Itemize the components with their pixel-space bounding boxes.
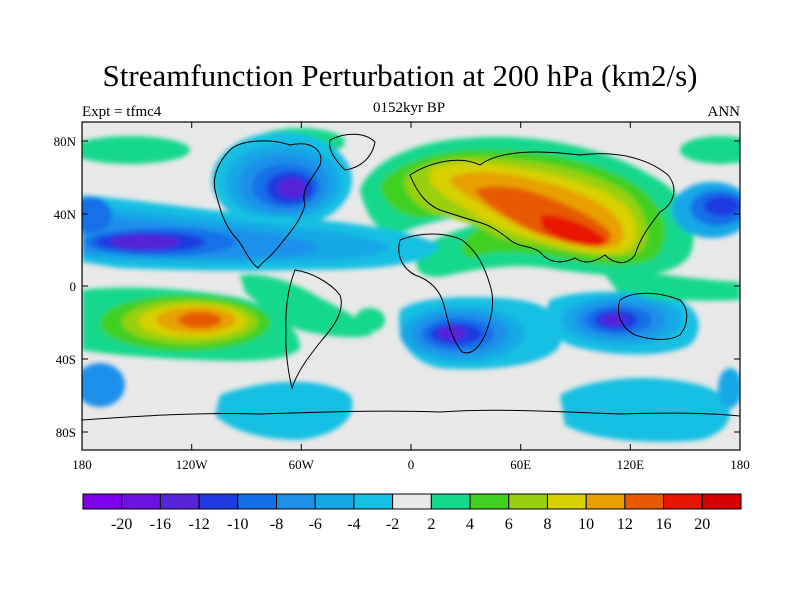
coast-north-america — [213, 140, 322, 269]
colorbar-label: 16 — [656, 516, 672, 533]
colorbar-swatch — [353, 493, 394, 510]
na-low-12 — [278, 178, 306, 198]
southern-low-1 — [215, 381, 353, 440]
colorbar-label: 4 — [466, 516, 474, 533]
nepac-low-core — [704, 196, 740, 216]
colorbar: -20 -16 -12 -10 -8 -6 -4 -2 2 4 6 8 10 12 16 20 — [82, 493, 742, 533]
coast-south-america — [285, 269, 342, 390]
lon-label-0: 0 — [408, 457, 415, 472]
colorbar-swatch — [546, 493, 587, 510]
colorbar-label: -2 — [386, 516, 399, 533]
coast-africa — [398, 233, 493, 354]
lon-label-60w: 60W — [289, 457, 315, 472]
colorbar-label: -16 — [150, 516, 171, 533]
colorbar-label: 8 — [543, 516, 551, 533]
colorbar-label: -12 — [188, 516, 209, 533]
colorbar-swatch — [159, 493, 200, 510]
colorbar-swatch — [701, 493, 742, 510]
coastlines — [82, 133, 740, 421]
lat-label-0: 0 — [70, 279, 77, 294]
southern-low-4 — [718, 368, 740, 408]
map-field — [82, 122, 740, 450]
coast-greenland — [329, 133, 376, 171]
colorbar-swatch — [624, 493, 665, 510]
colorbar-label: -4 — [347, 516, 360, 533]
arctic-patch-3 — [680, 136, 740, 164]
npac-low-12 — [110, 235, 180, 249]
coast-australia — [617, 292, 688, 340]
aus-green-patch — [635, 280, 715, 300]
ind-low-12 — [602, 314, 626, 326]
season-label: ANN — [707, 104, 741, 120]
colorbar-swatch — [237, 493, 278, 510]
colorbar-swatch — [585, 493, 626, 510]
experiment-label: Expt = tfmc4 — [82, 104, 162, 120]
colorbar-label: 20 — [694, 516, 710, 533]
lon-label-60e: 60E — [510, 457, 531, 472]
colorbar-label: -20 — [111, 516, 132, 533]
tropical-band — [240, 274, 372, 338]
colorbar-swatch — [198, 493, 239, 510]
colorbar-swatch — [508, 493, 548, 510]
spac-high-16 — [178, 312, 222, 328]
colorbar-label: 10 — [578, 516, 594, 533]
colorbar-swatch — [276, 493, 316, 510]
colorbar-swatch — [82, 493, 123, 510]
tick-marks — [82, 122, 740, 450]
colorbar-label: 2 — [427, 516, 435, 533]
southern-low-3 — [82, 363, 125, 407]
colorbar-swatch — [469, 493, 510, 510]
west-low — [82, 197, 112, 233]
atl-green-patch — [355, 308, 385, 332]
lat-label-40n: 40N — [54, 207, 77, 222]
lon-label-180w: 180 — [72, 457, 92, 472]
eurasia-high-20 — [540, 214, 607, 247]
lon-label-180e: 180 — [730, 457, 750, 472]
lon-label-120w: 120W — [176, 457, 209, 472]
plot-title: Streamfunction Perturbation at 200 hPa (… — [102, 58, 698, 93]
lat-label-40s: 40S — [56, 352, 76, 367]
colorbar-swatch — [663, 493, 703, 510]
coast-europe-asia — [409, 151, 675, 264]
colorbar-label: -6 — [309, 516, 322, 533]
colorbar-label: 12 — [617, 516, 633, 533]
colorbar-label: -10 — [227, 516, 248, 533]
colorbar-swatch — [430, 493, 471, 510]
coast-antarctica — [82, 409, 740, 421]
colorbar-label: -8 — [270, 516, 283, 533]
lat-label-80s: 80S — [56, 425, 76, 440]
period-label: 0152kyr BP — [372, 100, 446, 116]
colorbar-label: 6 — [505, 516, 513, 533]
colorbar-swatch — [314, 493, 355, 510]
lon-label-120e: 120E — [617, 457, 645, 472]
lat-label-80n: 80N — [54, 134, 77, 149]
southern-low-2 — [560, 377, 730, 442]
colorbar-swatch — [392, 493, 432, 510]
arctic-patch-1 — [82, 136, 190, 164]
colorbar-swatch — [121, 493, 161, 510]
